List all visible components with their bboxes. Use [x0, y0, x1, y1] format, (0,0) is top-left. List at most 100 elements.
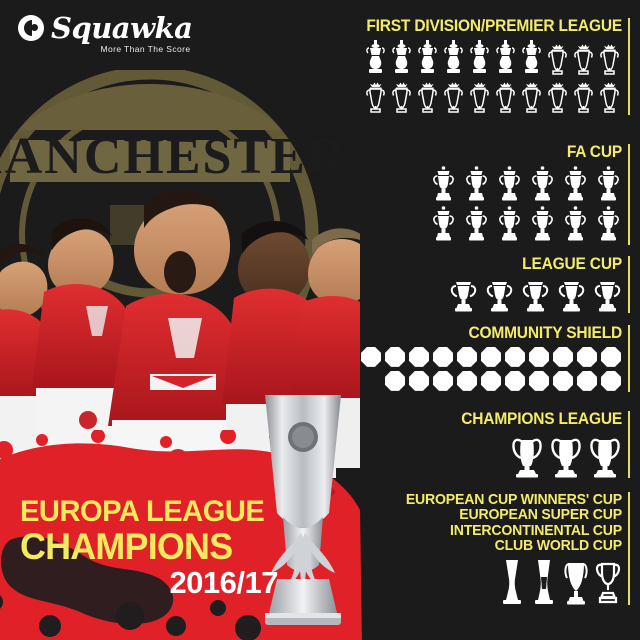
first-division-trophy-icon: [496, 39, 515, 73]
section-title: CHAMPIONS LEAGUE: [461, 410, 622, 428]
cup-winners-cup-trophy-icon: [503, 560, 521, 605]
section-title-line: INTERCONTINENTAL CUP: [450, 521, 622, 539]
trophy-row: [340, 77, 622, 115]
section-title: FIRST DIVISION/PREMIER LEAGUE: [366, 17, 622, 35]
fa-cup-trophy-icon: [499, 166, 520, 201]
community-shield-icon: [385, 370, 405, 391]
community-shield-icon: [601, 370, 621, 391]
section-title: COMMUNITY SHIELD: [468, 324, 622, 342]
first-division-trophy-icon: [522, 39, 541, 73]
brand-tagline: More Than The Score: [100, 43, 191, 54]
section-title: FA CUP: [566, 143, 622, 161]
trophy-row: [340, 557, 622, 605]
premier-league-trophy-icon: [600, 82, 619, 113]
european-super-cup-trophy-icon: [535, 560, 553, 605]
community-shield-icon: [577, 346, 597, 367]
community-shield-icon: [505, 370, 525, 391]
headline-season: 2016/17: [169, 564, 278, 600]
community-shield-icon: [457, 346, 477, 367]
trophy-row: [340, 39, 622, 77]
honour-section-fa-cup: FA CUP: [340, 144, 640, 245]
community-shield-icon: [409, 346, 429, 367]
shield-rows: [340, 346, 622, 392]
trophy-row: [340, 165, 622, 205]
europa-league-trophy-icon: [243, 393, 363, 633]
first-division-trophy-icon: [418, 39, 437, 73]
section-divider: [628, 325, 630, 392]
honour-section-league-cup: LEAGUE CUP: [340, 256, 640, 313]
premier-league-trophy-icon: [418, 82, 437, 113]
community-shield-icon: [481, 346, 501, 367]
community-shield-icon: [433, 370, 453, 391]
club-world-cup-trophy-icon: [595, 563, 621, 604]
league-cup-trophy-icon: [486, 281, 513, 312]
league-cup-trophy-icon: [594, 281, 621, 312]
premier-league-trophy-icon: [392, 82, 411, 113]
premier-league-trophy-icon: [444, 82, 463, 113]
section-title-line: EUROPEAN CUP WINNERS' CUP: [405, 491, 622, 508]
honour-section-other-cups: EUROPEAN CUP WINNERS' CUP EUROPEAN SUPER…: [340, 491, 640, 606]
fa-cup-trophy-icon: [466, 166, 487, 201]
trophy-rows: [340, 557, 622, 605]
intercontinental-cup-trophy-icon: [564, 563, 588, 605]
headline-line-1: EUROPA LEAGUE: [20, 495, 265, 528]
section-divider: [628, 411, 630, 478]
section-title: LEAGUE CUP: [522, 255, 622, 273]
crest-text: MANCHESTER: [0, 128, 340, 185]
trophy-rows: [340, 277, 622, 313]
community-shield-icon: [433, 346, 453, 367]
community-shield-icon: [385, 346, 405, 367]
community-shield-icon: [553, 370, 573, 391]
first-division-trophy-icon: [366, 39, 385, 73]
fa-cup-trophy-icon: [532, 166, 553, 201]
community-shield-icon: [553, 346, 573, 367]
fa-cup-trophy-icon: [499, 206, 520, 241]
honour-section-first-division-premier-league: FIRST DIVISION/PREMIER LEAGUE: [340, 18, 640, 115]
first-division-trophy-icon: [444, 39, 463, 73]
shield-row: [340, 370, 622, 392]
fa-cup-trophy-icon: [433, 166, 454, 201]
headline-line-2: CHAMPIONS: [20, 525, 233, 567]
trophy-row: [340, 432, 622, 478]
section-title-line: EUROPEAN SUPER CUP: [459, 506, 622, 524]
premier-league-trophy-icon: [548, 44, 567, 75]
section-title-line: CLUB WORLD CUP: [494, 536, 623, 554]
premier-league-trophy-icon: [574, 82, 593, 113]
fa-cup-trophy-icon: [598, 166, 619, 201]
community-shield-icon: [601, 346, 621, 367]
community-shield-icon: [505, 346, 525, 367]
fa-cup-trophy-icon: [565, 166, 586, 201]
community-shield-icon: [529, 370, 549, 391]
community-shield-icon: [409, 370, 429, 391]
fa-cup-trophy-icon: [565, 206, 586, 241]
trophy-rows: [340, 432, 622, 478]
red-paint-splash: [0, 428, 380, 640]
squawka-logo[interactable]: Squawka More Than The Score: [18, 8, 193, 54]
champions-league-trophy-icon: [590, 438, 620, 478]
premier-league-trophy-icon: [366, 82, 385, 113]
community-shield-icon: [457, 370, 477, 391]
shield-row: [340, 346, 622, 368]
honour-section-champions-league: CHAMPIONS LEAGUE: [340, 411, 640, 478]
premier-league-trophy-icon: [522, 82, 541, 113]
league-cup-trophy-icon: [450, 281, 477, 312]
community-shield-icon: [361, 346, 381, 367]
premier-league-trophy-icon: [574, 44, 593, 75]
trophy-rows: [340, 165, 622, 245]
champions-league-trophy-icon: [512, 438, 542, 478]
first-division-trophy-icon: [470, 39, 489, 73]
section-divider: [628, 18, 630, 115]
section-divider: [628, 492, 630, 606]
community-shield-icon: [481, 370, 501, 391]
premier-league-trophy-icon: [470, 82, 489, 113]
premier-league-trophy-icon: [600, 44, 619, 75]
league-cup-trophy-icon: [558, 281, 585, 312]
premier-league-trophy-icon: [496, 82, 515, 113]
section-divider: [628, 256, 630, 313]
premier-league-trophy-icon: [548, 82, 567, 113]
trophy-row: [340, 277, 622, 313]
europa-league-headline: EUROPA LEAGUE CHAMPIONS 2016/17: [20, 495, 320, 600]
fa-cup-trophy-icon: [598, 206, 619, 241]
community-shield-icon: [577, 370, 597, 391]
